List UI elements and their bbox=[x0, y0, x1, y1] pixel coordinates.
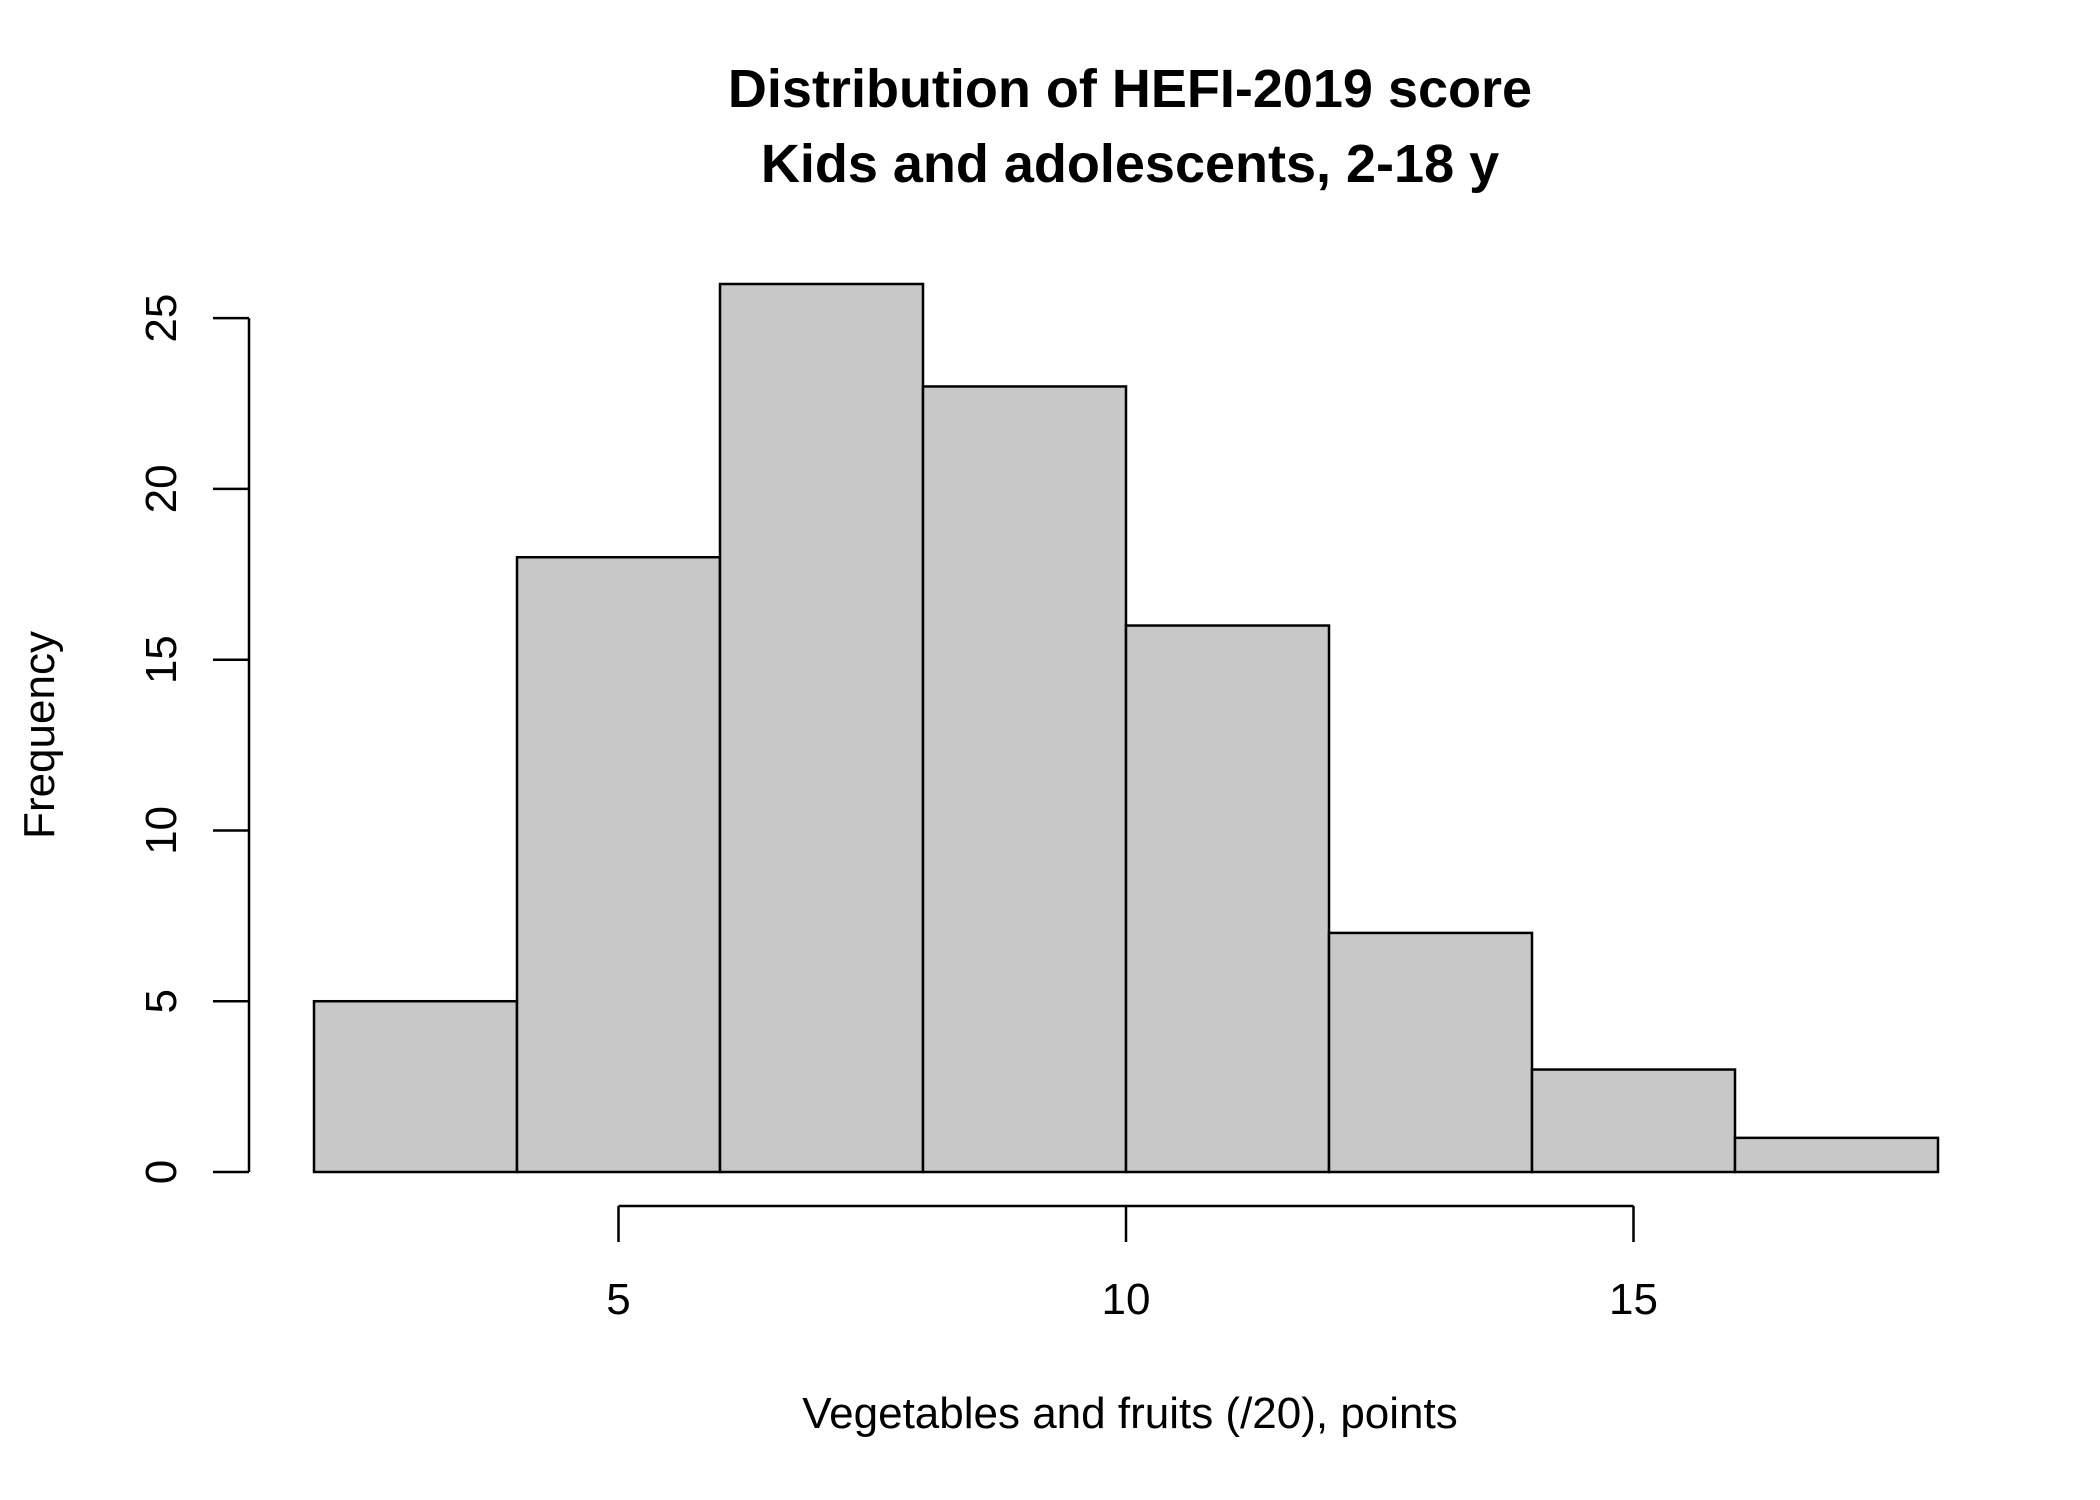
chart-subtitle: Kids and adolescents, 2-18 y bbox=[761, 134, 1499, 194]
histogram-bar-1 bbox=[312, 999, 519, 1174]
x-tick-label-5: 5 bbox=[606, 1275, 630, 1324]
y-axis: 0 5 10 15 20 25 bbox=[137, 294, 251, 1184]
histogram-bar-8 bbox=[1733, 1136, 1940, 1174]
y-tick-label-15: 15 bbox=[137, 635, 186, 684]
chart-title: Distribution of HEFI-2019 score bbox=[728, 59, 1532, 119]
y-axis-label: Frequency bbox=[15, 631, 64, 839]
x-tick-label-10: 10 bbox=[1102, 1275, 1151, 1324]
x-axis: 5 10 15 bbox=[606, 1204, 1658, 1324]
histogram-bar-5 bbox=[1124, 624, 1331, 1174]
y-tick-label-25: 25 bbox=[137, 294, 186, 343]
histogram-bar-3 bbox=[718, 282, 925, 1174]
histogram-bar-6 bbox=[1327, 931, 1534, 1174]
histogram-bar-2 bbox=[515, 555, 722, 1174]
y-tick-label-10: 10 bbox=[137, 806, 186, 855]
histogram-bar-7 bbox=[1530, 1068, 1737, 1174]
x-tick-label-15: 15 bbox=[1609, 1275, 1658, 1324]
y-tick-label-5: 5 bbox=[137, 989, 186, 1013]
histogram-bars bbox=[312, 282, 1940, 1174]
histogram-bar-4 bbox=[921, 385, 1128, 1174]
y-tick-label-20: 20 bbox=[137, 464, 186, 513]
x-axis-label: Vegetables and fruits (/20), points bbox=[802, 1389, 1458, 1438]
y-tick-label-0: 0 bbox=[137, 1160, 186, 1184]
